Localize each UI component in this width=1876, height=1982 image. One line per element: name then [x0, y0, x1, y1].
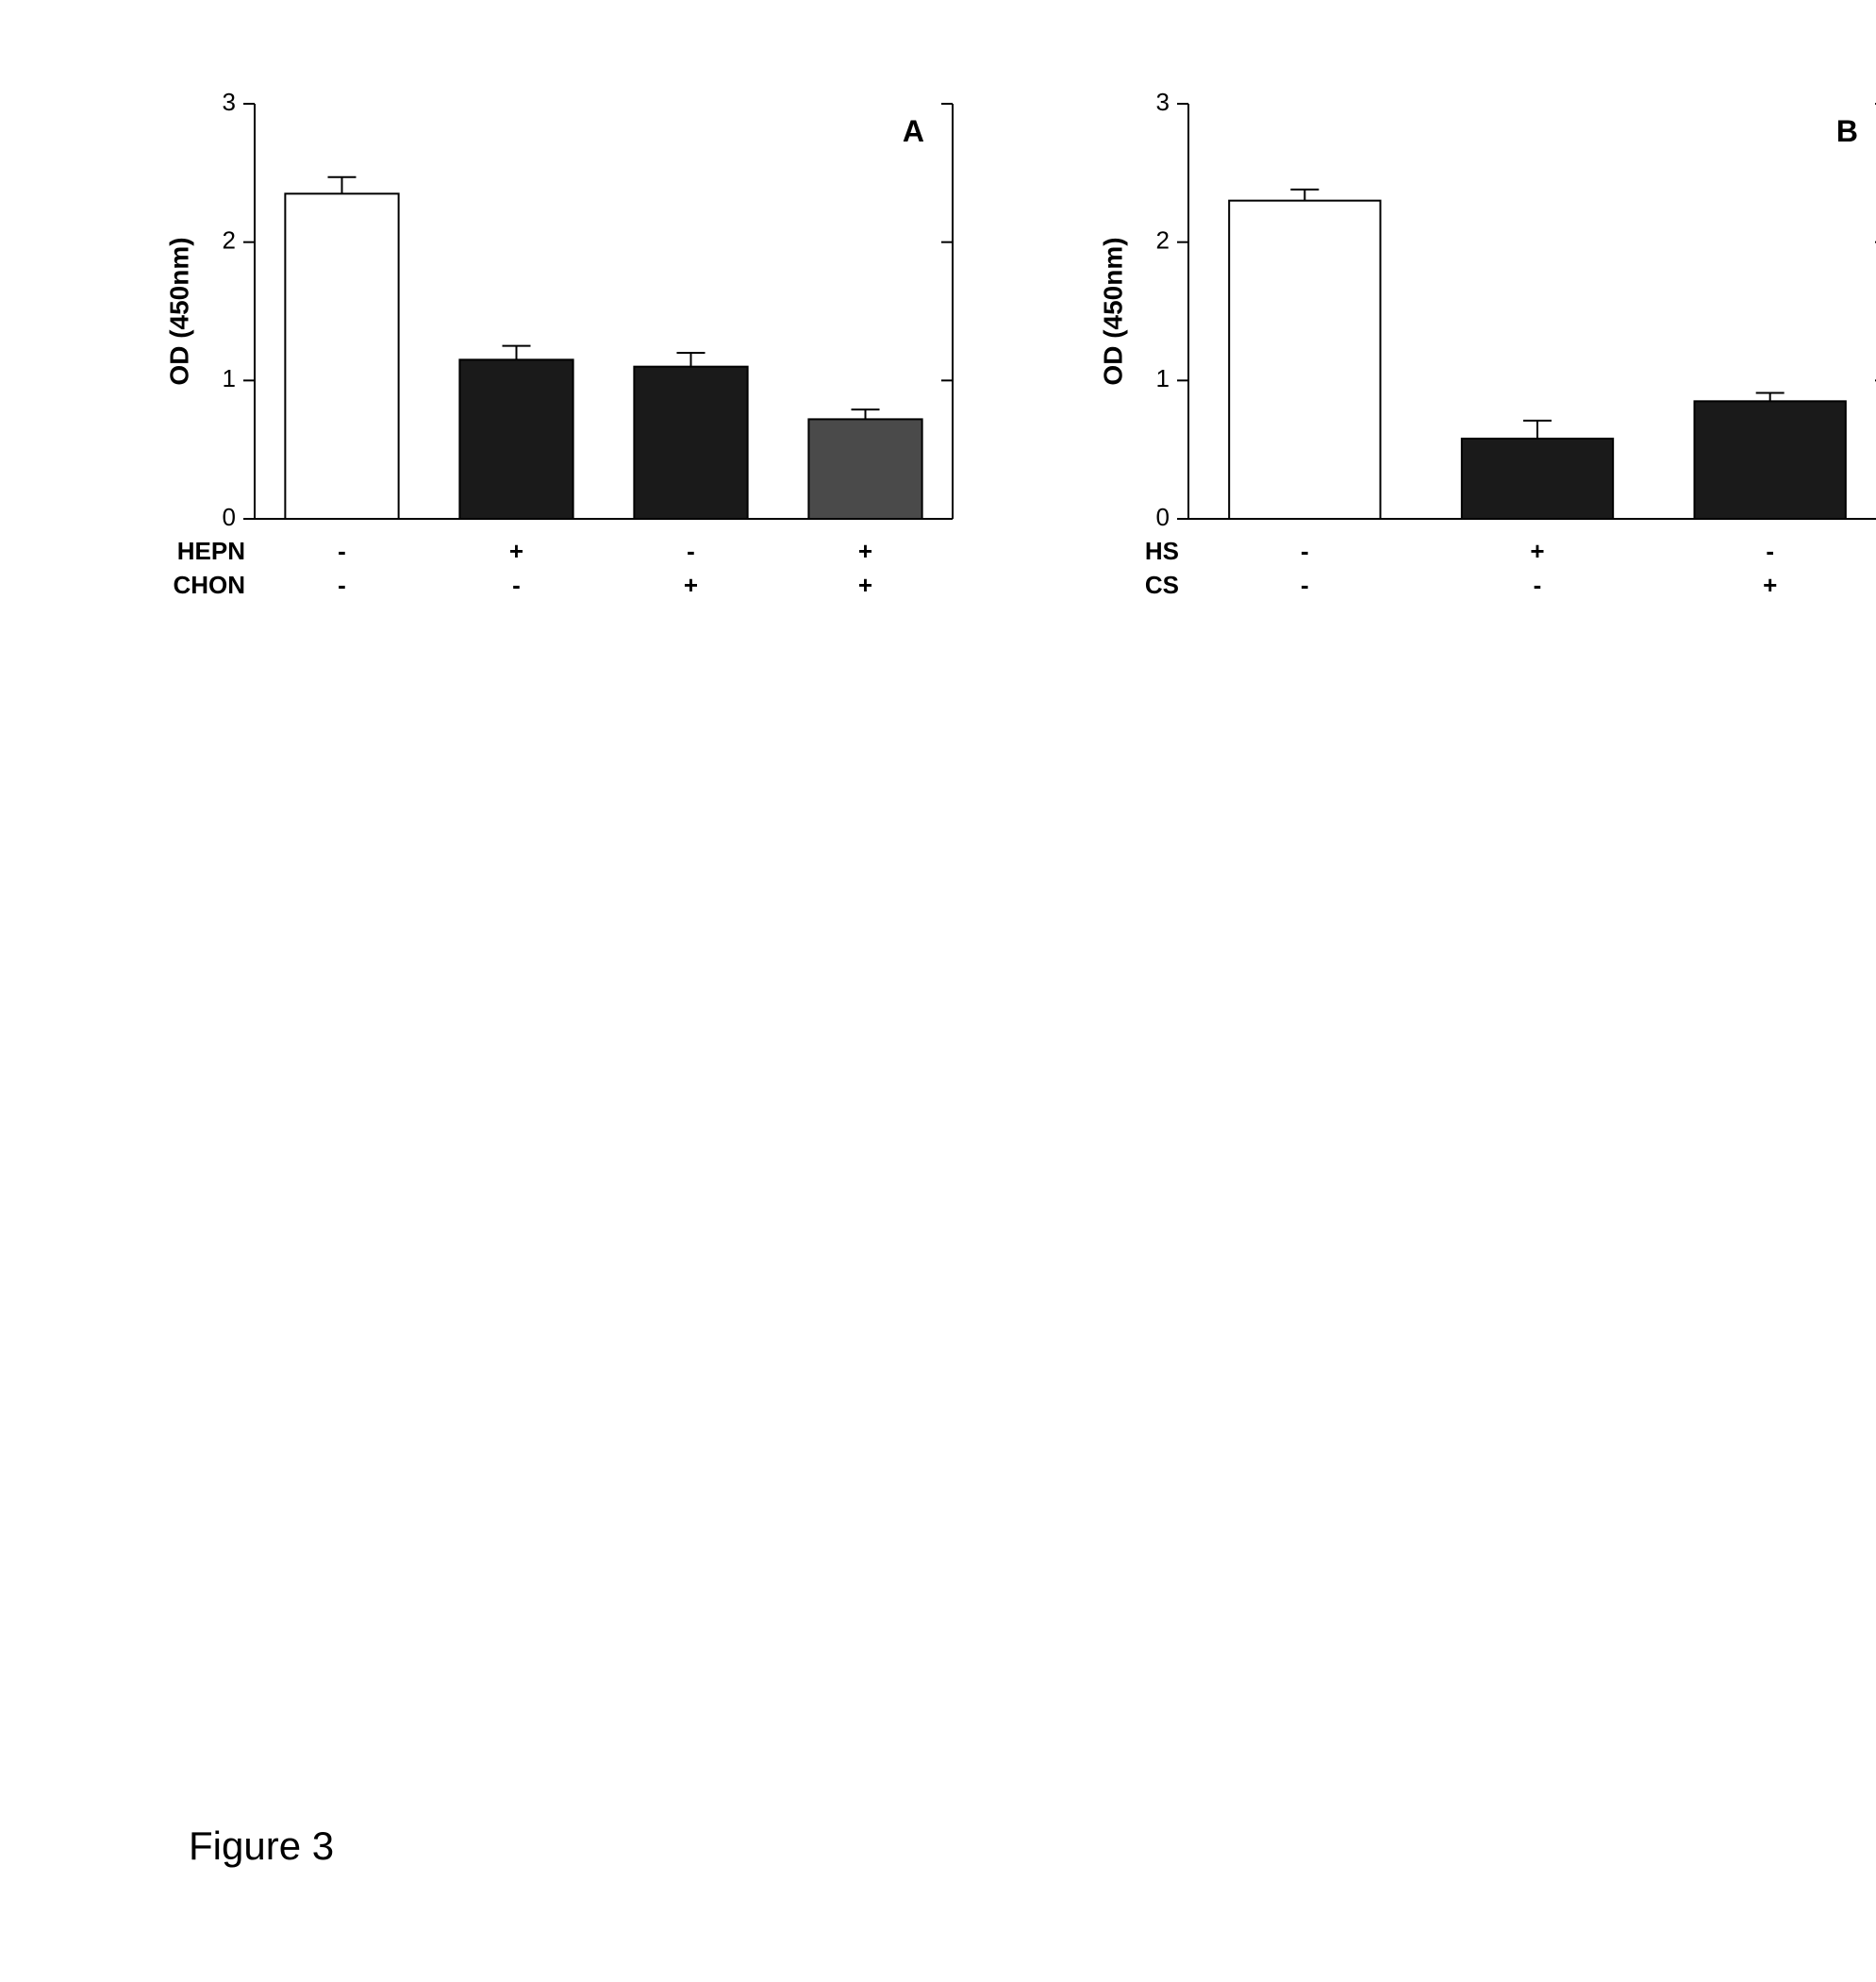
category-marker: -	[1534, 571, 1542, 599]
y-tick-label: 3	[223, 88, 236, 116]
charts-container: 0 1 2 3 OD (450nm) A HEPN - + - + CHON - - + + 0 1 2 3 OD (…	[0, 0, 1876, 708]
y-axis-label: OD (450nm)	[1098, 237, 1127, 385]
chart-a-wrapper: 0 1 2 3 OD (450nm) A HEPN - + - + CHON - - + +	[151, 75, 990, 632]
category-marker: +	[858, 537, 872, 565]
category-marker: +	[858, 571, 872, 599]
y-tick-label: 2	[1156, 226, 1170, 255]
category-marker: -	[1301, 537, 1309, 565]
category-marker: -	[338, 537, 346, 565]
category-marker: +	[509, 537, 523, 565]
row-label: HEPN	[177, 537, 245, 565]
bar	[1695, 401, 1846, 519]
figure-label: Figure 3	[189, 1824, 334, 1869]
y-tick-label: 0	[223, 503, 236, 531]
row-label: HS	[1145, 537, 1179, 565]
y-tick-label: 1	[223, 364, 236, 392]
category-marker: -	[1301, 571, 1309, 599]
y-tick-label: 3	[1156, 88, 1170, 116]
row-label: CHON	[173, 571, 245, 599]
bar	[1229, 201, 1380, 519]
category-marker: -	[687, 537, 695, 565]
category-marker: -	[1766, 537, 1774, 565]
row-label: CS	[1145, 571, 1179, 599]
bar	[285, 193, 398, 519]
bar	[808, 419, 921, 519]
panel-label: B	[1836, 114, 1858, 148]
category-marker: +	[1530, 537, 1544, 565]
bar	[459, 359, 573, 519]
bar	[634, 367, 747, 519]
y-tick-label: 0	[1156, 503, 1170, 531]
bar	[1462, 439, 1613, 519]
y-tick-label: 2	[223, 226, 236, 255]
category-marker: -	[512, 571, 521, 599]
chart-a: 0 1 2 3 OD (450nm) A HEPN - + - + CHON - - + +	[151, 75, 990, 632]
chart-b: 0 1 2 3 OD (450nm) B HS - + - CS - - +	[1085, 75, 1876, 632]
panel-label: A	[903, 114, 924, 148]
y-tick-label: 1	[1156, 364, 1170, 392]
category-marker: +	[684, 571, 698, 599]
category-marker: +	[1763, 571, 1777, 599]
chart-b-wrapper: 0 1 2 3 OD (450nm) B HS - + - CS - - +	[1085, 75, 1876, 632]
y-axis-label: OD (450nm)	[164, 237, 193, 385]
category-marker: -	[338, 571, 346, 599]
